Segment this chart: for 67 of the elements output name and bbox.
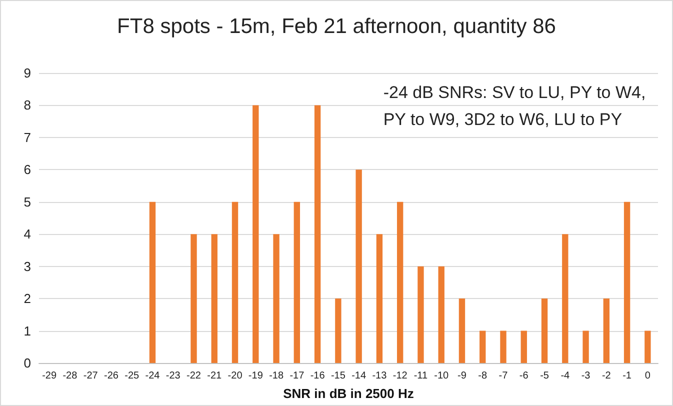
bar <box>149 202 156 363</box>
x-tick-label: -22 <box>186 370 202 382</box>
chart-title: FT8 spots - 15m, Feb 21 afternoon, quantity 86 <box>117 15 556 38</box>
y-tick-label: 7 <box>24 130 31 145</box>
bar <box>458 298 466 363</box>
bar <box>314 105 321 363</box>
x-tick-label: -3 <box>581 370 591 382</box>
bar <box>582 330 589 363</box>
x-tick-label: -2 <box>602 370 612 382</box>
x-tick-label: -24 <box>145 370 160 382</box>
x-axis-title: SNR in dB in 2500 Hz <box>283 386 414 401</box>
x-tick-label: -25 <box>124 370 140 382</box>
bar <box>438 266 444 363</box>
bar <box>644 330 651 363</box>
bar <box>294 202 300 363</box>
x-tick-label: -15 <box>330 370 346 382</box>
y-tick-label: 9 <box>24 66 31 80</box>
bar <box>562 234 568 363</box>
bar <box>273 234 280 363</box>
x-tick-label: -26 <box>104 370 119 382</box>
x-tick-label: -21 <box>207 370 222 382</box>
x-tick-label: -10 <box>434 370 450 382</box>
x-tick-label: -9 <box>458 370 467 382</box>
y-tick-label: 4 <box>24 226 31 242</box>
x-tick-label: 0 <box>644 370 651 382</box>
x-tick-label: -5 <box>540 370 550 382</box>
annotation: -24 dB SNRs: SV to LU, PY to W4, PY to W9, 3D2 to W6, LU to PY <box>383 83 646 129</box>
bar <box>418 266 424 363</box>
bar <box>335 298 342 363</box>
x-tick-label: -11 <box>414 370 428 382</box>
x-tick-label: -27 <box>83 370 98 382</box>
bar <box>520 330 527 363</box>
x-tick-label: -4 <box>560 370 570 382</box>
x-tick-label: -23 <box>166 370 181 382</box>
bar <box>356 170 362 363</box>
x-tick-label: -13 <box>372 370 388 382</box>
x-tick-label: -12 <box>392 370 408 382</box>
y-tick-label: 6 <box>24 162 31 178</box>
bar <box>480 330 486 363</box>
x-tick-label: -16 <box>310 370 326 382</box>
bar <box>211 234 218 363</box>
bar <box>190 234 197 363</box>
x-tick-label: -14 <box>352 370 366 382</box>
x-tick-label: -8 <box>478 370 488 382</box>
x-tick-label: -19 <box>248 370 264 382</box>
x-tick-label: -7 <box>498 370 508 382</box>
x-tick-label: -6 <box>519 370 529 382</box>
y-tick-label: 0 <box>24 356 31 370</box>
x-tick-label: -17 <box>290 370 305 382</box>
bar <box>500 330 506 363</box>
x-tick-label: -28 <box>62 370 78 382</box>
bar <box>624 202 630 363</box>
bar <box>376 234 383 363</box>
x-tick-label: -20 <box>228 370 243 382</box>
bar <box>603 298 610 363</box>
x-tick-label: -18 <box>269 370 284 382</box>
y-tick-label: 2 <box>24 291 31 306</box>
bar <box>396 202 404 363</box>
y-tick-label: 1 <box>24 323 31 338</box>
y-tick-label: 8 <box>24 98 31 113</box>
x-tick-label: -29 <box>42 370 57 382</box>
bar <box>232 202 238 363</box>
bar <box>252 105 259 363</box>
bar <box>541 298 548 363</box>
y-tick-label: 5 <box>24 194 31 210</box>
y-tick-label: 3 <box>24 258 31 274</box>
x-tick-label: -1 <box>622 370 632 382</box>
